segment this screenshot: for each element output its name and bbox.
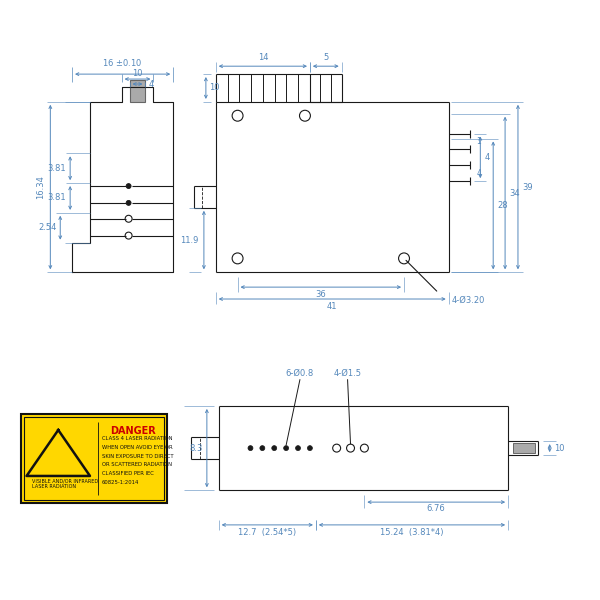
Text: 2.54: 2.54 [38, 223, 56, 232]
Text: 60825-1:2014: 60825-1:2014 [102, 481, 139, 485]
Bar [513, 443, 535, 453]
Bar [23, 417, 164, 500]
Text: 10: 10 [132, 69, 143, 78]
Bar [20, 414, 167, 503]
Text: 4: 4 [484, 153, 490, 162]
Circle shape [284, 446, 289, 451]
Text: 4-Ø1.5: 4-Ø1.5 [334, 369, 362, 378]
Text: 1: 1 [476, 137, 481, 146]
Text: 10: 10 [209, 83, 220, 92]
Text: 3.81: 3.81 [47, 164, 66, 173]
Text: VISIBLE AND/OR INFRARED
LASER RADIATION: VISIBLE AND/OR INFRARED LASER RADIATION [32, 478, 98, 489]
Text: DANGER: DANGER [110, 426, 155, 436]
Circle shape [272, 446, 277, 451]
Text: 6-Ø0.8: 6-Ø0.8 [286, 369, 314, 378]
Text: 28: 28 [497, 201, 508, 210]
Circle shape [248, 446, 253, 451]
Text: 4: 4 [148, 80, 154, 89]
Circle shape [126, 184, 131, 188]
Bar [130, 80, 145, 102]
Text: CLASS 4 LASER RADIATION: CLASS 4 LASER RADIATION [102, 436, 172, 441]
Circle shape [260, 446, 265, 451]
Text: 6.76: 6.76 [427, 504, 446, 513]
Text: 16.34: 16.34 [37, 175, 46, 199]
Circle shape [296, 446, 301, 451]
Text: 4: 4 [476, 169, 481, 178]
Text: 11.9: 11.9 [181, 236, 199, 245]
Text: SKIN EXPOSURE TO DIRECT: SKIN EXPOSURE TO DIRECT [102, 454, 173, 458]
Text: 10: 10 [554, 443, 564, 452]
Circle shape [307, 446, 313, 451]
Text: 8.3: 8.3 [190, 443, 203, 452]
Text: WHEN OPEN AVOID EYE OR: WHEN OPEN AVOID EYE OR [102, 445, 172, 449]
Text: CLASSIFIED PER IEC: CLASSIFIED PER IEC [102, 472, 154, 476]
Circle shape [54, 455, 62, 463]
Circle shape [126, 200, 131, 205]
Text: OR SCATTERED RADIATION: OR SCATTERED RADIATION [102, 463, 172, 467]
Text: 41: 41 [327, 302, 337, 311]
Text: 14: 14 [257, 53, 268, 62]
Text: 39: 39 [522, 182, 533, 191]
Text: 36: 36 [316, 290, 326, 299]
Polygon shape [26, 430, 90, 476]
Text: 34: 34 [509, 188, 520, 197]
Text: 3.81: 3.81 [47, 193, 66, 202]
Text: 16 $\pm$0.10: 16 $\pm$0.10 [103, 57, 143, 68]
Text: 4-Ø3.20: 4-Ø3.20 [452, 296, 485, 305]
Text: 12.7  (2.54*5): 12.7 (2.54*5) [238, 528, 296, 537]
Text: 15.24  (3.81*4): 15.24 (3.81*4) [380, 528, 444, 537]
Text: 5: 5 [323, 53, 328, 62]
